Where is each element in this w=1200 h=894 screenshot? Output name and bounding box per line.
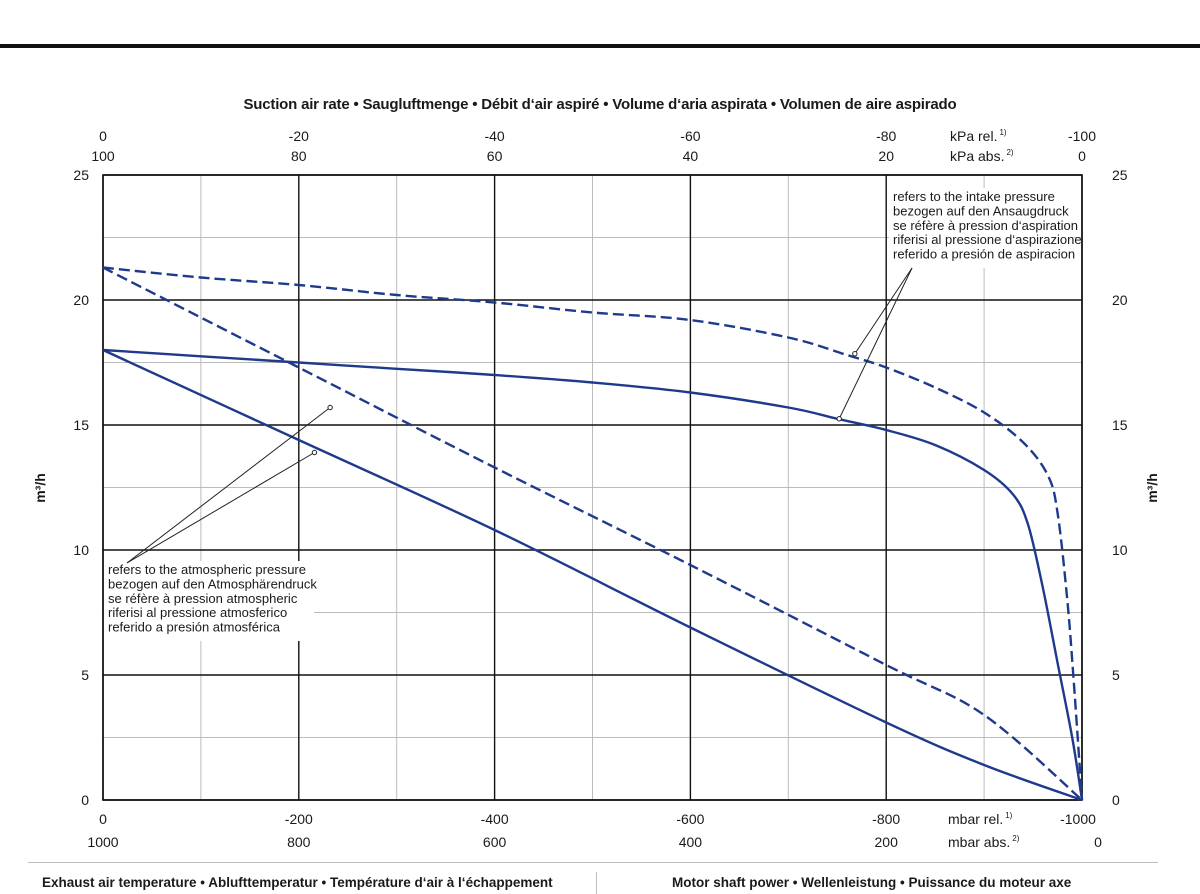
x-top-tick-label-abs: 0 bbox=[1078, 148, 1086, 164]
x-top-tick-label-abs: 60 bbox=[487, 148, 503, 164]
series-line-atmospheric-solid bbox=[102, 348, 1083, 802]
chart-title: Suction air rate • Saugluftmenge • Débit… bbox=[243, 96, 957, 113]
y-tick-label-left: 5 bbox=[81, 667, 89, 683]
x-top-tick-label-rel: -60 bbox=[680, 128, 700, 144]
annotation-text-line: bezogen auf den Atmosphärendruck bbox=[108, 576, 317, 591]
x-bottom-unit-abs-footnote: 2) bbox=[1012, 834, 1019, 843]
annotation-text-line: riferisi al pressione atmosferico bbox=[108, 605, 287, 620]
annotation-leader-line bbox=[854, 267, 913, 355]
annotation-atmospheric-pressure: refers to the atmospheric pressurebezoge… bbox=[104, 404, 333, 641]
annotation-text-line: referido a presión de aspiracion bbox=[893, 247, 1075, 262]
footer-left-section-title: Exhaust air temperature • Ablufttemperat… bbox=[42, 875, 553, 890]
x-top-unit-rel: kPa rel. 1) bbox=[950, 128, 1007, 144]
annotation-leader-line bbox=[126, 407, 331, 564]
x-bottom-tick-label-abs: 400 bbox=[679, 834, 703, 850]
x-top-tick-label-abs: 20 bbox=[878, 148, 894, 164]
x-top-tick-label-rel: -100 bbox=[1068, 128, 1096, 144]
x-bottom-tick-label-abs: 600 bbox=[483, 834, 507, 850]
y-axis-label-right: m³/h bbox=[1144, 473, 1160, 503]
x-bottom-tick-label-rel: -800 bbox=[872, 811, 900, 827]
x-top-unit-rel-text: kPa rel. bbox=[950, 128, 997, 144]
y-axis-label-left: m³/h bbox=[32, 473, 48, 503]
x-top-tick-label-abs: 100 bbox=[91, 148, 115, 164]
plot-frame bbox=[102, 174, 1083, 801]
annotation-leader-line bbox=[126, 452, 315, 564]
y-tick-label-right: 25 bbox=[1112, 167, 1128, 183]
y-tick-label-left: 25 bbox=[73, 167, 89, 183]
y-tick-label-left: 10 bbox=[73, 542, 89, 558]
annotation-leader-dot bbox=[852, 351, 858, 357]
annotation-text-line: riferisi al pressione d‘aspirazione bbox=[893, 232, 1082, 247]
x-bottom-unit-rel-footnote: 1) bbox=[1005, 811, 1012, 820]
x-top-unit-rel-footnote: 1) bbox=[999, 128, 1006, 137]
annotation-leader-dot bbox=[836, 416, 842, 422]
x-top-unit-abs-footnote: 2) bbox=[1006, 148, 1013, 157]
annotation-text-line: referido a presión atmosférica bbox=[108, 620, 281, 635]
x-bottom-tick-label-rel: -1000 bbox=[1060, 811, 1096, 827]
y-tick-label-left: 15 bbox=[73, 417, 89, 433]
x-bottom-tick-label-rel: 0 bbox=[99, 811, 107, 827]
y-tick-label-left: 0 bbox=[81, 792, 89, 808]
footer-divider bbox=[28, 862, 1158, 863]
x-top-tick-label-rel: -20 bbox=[289, 128, 309, 144]
footer-right-section-title: Motor shaft power • Wellenleistung • Pui… bbox=[672, 875, 1072, 890]
annotation-text-line: se réfère à pression d‘aspiration bbox=[893, 218, 1078, 233]
x-top-tick-label-abs: 40 bbox=[683, 148, 699, 164]
annotation-text-line: refers to the atmospheric pressure bbox=[108, 562, 306, 577]
y-tick-label-right: 20 bbox=[1112, 292, 1128, 308]
annotation-leader-line bbox=[838, 267, 913, 419]
annotation-leader-dot bbox=[311, 449, 318, 456]
x-bottom-tick-label-abs: 200 bbox=[875, 834, 899, 850]
x-bottom-tick-label-rel: -400 bbox=[481, 811, 509, 827]
x-bottom-tick-label-abs: 1000 bbox=[87, 834, 118, 850]
series-line-intake-dashed bbox=[102, 266, 1084, 801]
x-top-tick-label-rel: -40 bbox=[484, 128, 504, 144]
x-top-tick-label-rel: -80 bbox=[876, 128, 896, 144]
y-tick-label-right: 10 bbox=[1112, 542, 1128, 558]
y-tick-label-right: 5 bbox=[1112, 667, 1120, 683]
x-top-tick-label-abs: 80 bbox=[291, 148, 307, 164]
x-bottom-tick-label-rel: -600 bbox=[676, 811, 704, 827]
x-bottom-tick-label-abs: 800 bbox=[287, 834, 311, 850]
x-bottom-tick-label-rel: -200 bbox=[285, 811, 313, 827]
annotation-leader-dot bbox=[327, 404, 333, 411]
x-top-unit-abs: kPa abs. 2) bbox=[950, 148, 1014, 164]
x-bottom-unit-rel-text: mbar rel. bbox=[948, 811, 1003, 827]
x-top-unit-abs-text: kPa abs. bbox=[950, 148, 1004, 164]
footer-column-separator bbox=[596, 872, 597, 894]
top-rule bbox=[0, 44, 1200, 48]
y-tick-label-right: 0 bbox=[1112, 792, 1120, 808]
x-top-tick-label-rel: 0 bbox=[99, 128, 107, 144]
annotation-text-line: refers to the intake pressure bbox=[893, 189, 1055, 204]
annotation-background bbox=[889, 188, 1074, 268]
annotation-background bbox=[104, 561, 314, 641]
x-bottom-unit-rel: mbar rel. 1) bbox=[948, 811, 1013, 827]
y-tick-label-right: 15 bbox=[1112, 417, 1128, 433]
series-line-atmospheric-dashed bbox=[102, 266, 1083, 801]
x-bottom-unit-abs: mbar abs. 2) bbox=[948, 834, 1020, 850]
x-bottom-tick-label-abs: 0 bbox=[1094, 834, 1102, 850]
x-bottom-unit-abs-text: mbar abs. bbox=[948, 834, 1010, 850]
y-tick-label-left: 20 bbox=[73, 292, 89, 308]
annotation-text-line: se réfère à pression atmospheric bbox=[108, 591, 298, 606]
annotation-text-line: bezogen auf den Ansaugdruck bbox=[893, 203, 1069, 218]
